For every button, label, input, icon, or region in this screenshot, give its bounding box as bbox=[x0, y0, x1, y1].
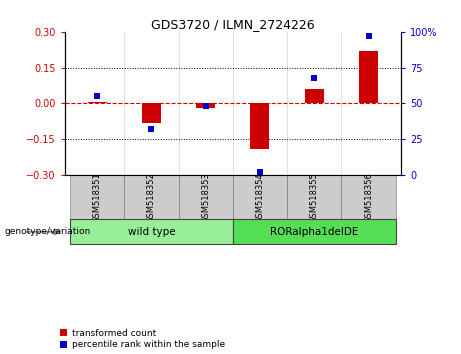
Bar bbox=[178, 175, 233, 219]
Text: GSM518352: GSM518352 bbox=[147, 172, 156, 223]
Text: GSM518355: GSM518355 bbox=[310, 172, 319, 223]
Bar bbox=[359, 51, 378, 103]
Bar bbox=[70, 175, 124, 219]
Bar bbox=[287, 175, 341, 219]
Bar bbox=[70, 219, 233, 244]
Bar bbox=[233, 219, 396, 244]
Bar bbox=[124, 175, 178, 219]
Bar bbox=[88, 102, 106, 103]
Text: wild type: wild type bbox=[128, 227, 175, 237]
Bar bbox=[233, 175, 287, 219]
Title: GDS3720 / ILMN_2724226: GDS3720 / ILMN_2724226 bbox=[151, 18, 314, 31]
Text: RORalpha1delDE: RORalpha1delDE bbox=[270, 227, 358, 237]
Text: GSM518353: GSM518353 bbox=[201, 172, 210, 223]
Bar bbox=[305, 88, 324, 103]
Bar bbox=[250, 103, 269, 149]
Legend: transformed count, percentile rank within the sample: transformed count, percentile rank withi… bbox=[60, 329, 225, 349]
Bar bbox=[196, 103, 215, 108]
Text: GSM518354: GSM518354 bbox=[255, 172, 265, 223]
Bar bbox=[341, 175, 396, 219]
Text: GSM518351: GSM518351 bbox=[93, 172, 101, 223]
Text: GSM518356: GSM518356 bbox=[364, 172, 373, 223]
Text: genotype/variation: genotype/variation bbox=[5, 227, 91, 236]
Bar bbox=[142, 103, 161, 123]
